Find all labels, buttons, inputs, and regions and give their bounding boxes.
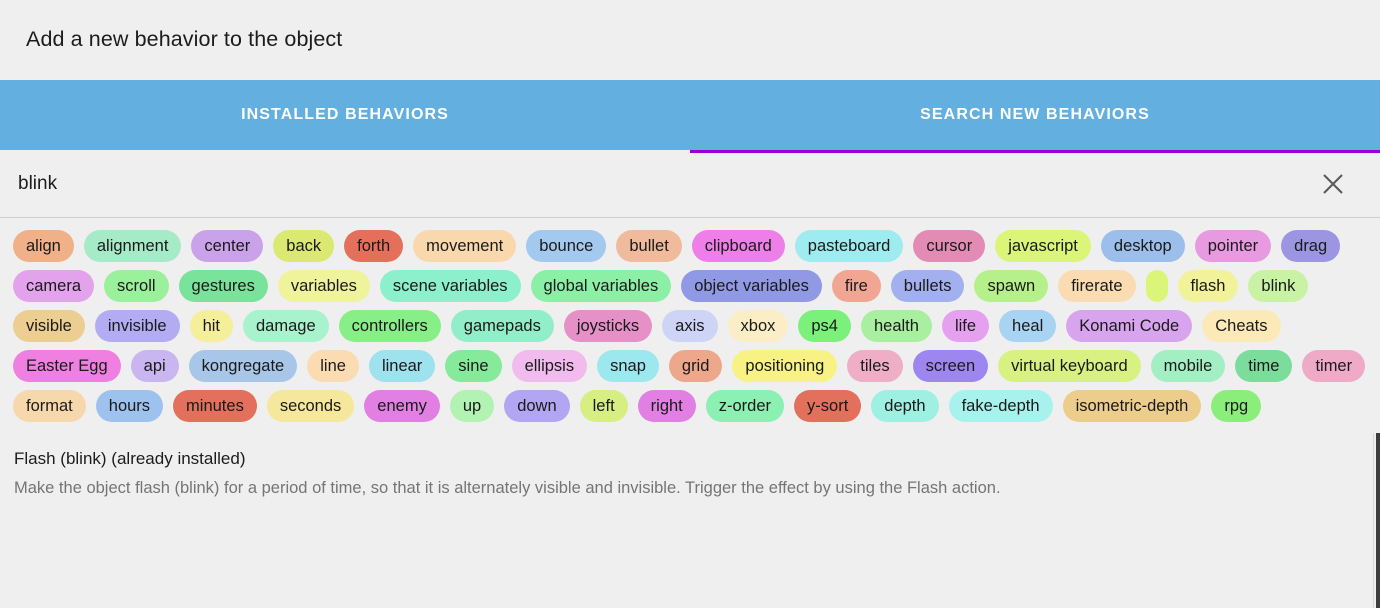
- tag-chip[interactable]: format: [13, 390, 86, 422]
- tag-chip[interactable]: clipboard: [691, 230, 785, 262]
- tag-chip[interactable]: timer: [1302, 350, 1366, 382]
- tag-chip[interactable]: Easter Egg: [13, 350, 121, 382]
- tag-chip[interactable]: y-sort: [794, 390, 862, 422]
- tag-chip[interactable]: bullet: [616, 230, 682, 262]
- tag-chip[interactable]: hours: [95, 390, 164, 422]
- vertical-scrollbar[interactable]: [1373, 433, 1380, 608]
- results-list: Flash (blink) (already installed) Make th…: [0, 426, 1380, 500]
- tag-chip[interactable]: time: [1235, 350, 1293, 382]
- tag-chip[interactable]: ellipsis: [511, 350, 588, 382]
- tag-chip[interactable]: variables: [277, 270, 370, 302]
- tag-chip[interactable]: enemy: [364, 390, 440, 422]
- tag-chip[interactable]: mobile: [1150, 350, 1226, 382]
- tag-cloud: align alignment center back forth movement bou…: [0, 218, 1380, 426]
- close-icon[interactable]: [1316, 167, 1350, 201]
- tag-chip[interactable]: tiles: [847, 350, 903, 382]
- tag-chip[interactable]: line: [307, 350, 359, 382]
- tag-chip[interactable]: screen: [912, 350, 989, 382]
- tag-chip[interactable]: down: [504, 390, 570, 422]
- tag-chip[interactable]: object variables: [681, 270, 822, 302]
- page-title: Add a new behavior to the object: [26, 27, 343, 52]
- tag-chip[interactable]: linear: [368, 350, 436, 382]
- tag-chip[interactable]: gamepads: [450, 310, 554, 342]
- result-item[interactable]: Flash (blink) (already installed) Make th…: [14, 448, 1366, 500]
- tag-chip[interactable]: seconds: [266, 390, 355, 422]
- tag-chip[interactable]: pointer: [1194, 230, 1272, 262]
- tag-chip[interactable]: hit: [189, 310, 233, 342]
- tag-chip[interactable]: scene variables: [379, 270, 521, 302]
- tag-chip[interactable]: firerate: [1058, 270, 1136, 302]
- tag-chip[interactable]: ps4: [798, 310, 851, 342]
- tab-search-new-behaviors[interactable]: SEARCH NEW BEHAVIORS: [690, 80, 1380, 153]
- tag-chip[interactable]: align: [13, 230, 74, 262]
- tag-chip[interactable]: javascript: [995, 230, 1091, 262]
- tag-chip[interactable]: joysticks: [563, 310, 653, 342]
- tag-chip[interactable]: controllers: [338, 310, 441, 342]
- tag-chip[interactable]: back: [273, 230, 335, 262]
- tag-chip[interactable]: axis: [662, 310, 718, 342]
- tab-installed-behaviors[interactable]: INSTALLED BEHAVIORS: [0, 80, 690, 150]
- result-description: Make the object flash (blink) for a peri…: [14, 479, 1001, 498]
- tag-chip[interactable]: kongregate: [188, 350, 298, 382]
- tag-chip[interactable]: snap: [597, 350, 659, 382]
- tag-chip[interactable]: Cheats: [1202, 310, 1281, 342]
- tag-chip[interactable]: depth: [871, 390, 939, 422]
- tag-chip[interactable]: visible: [13, 310, 85, 342]
- tag-chip[interactable]: pasteboard: [794, 230, 904, 262]
- tag-chip[interactable]: isometric-depth: [1062, 390, 1202, 422]
- tag-chip[interactable]: global variables: [530, 270, 672, 302]
- tag-chip[interactable]: bounce: [526, 230, 607, 262]
- tag-chip[interactable]: left: [579, 390, 628, 422]
- tag-chip[interactable]: fake-depth: [948, 390, 1053, 422]
- tag-chip[interactable]: life: [941, 310, 990, 342]
- tag-chip[interactable]: grid: [668, 350, 723, 382]
- tag-chip[interactable]: fire: [831, 270, 881, 302]
- tag-chip[interactable]: xbox: [727, 310, 789, 342]
- dialog-title-bar: Add a new behavior to the object: [0, 0, 1380, 80]
- tag-chip-truncated[interactable]: [1145, 270, 1168, 302]
- tag-chip[interactable]: api: [130, 350, 179, 382]
- tab-installed-behaviors-label: INSTALLED BEHAVIORS: [241, 106, 449, 123]
- tag-chip[interactable]: damage: [243, 310, 329, 342]
- tab-bar: INSTALLED BEHAVIORS SEARCH NEW BEHAVIORS: [0, 80, 1380, 153]
- tag-chip[interactable]: up: [449, 390, 495, 422]
- search-bar: [0, 150, 1380, 218]
- tag-chip[interactable]: invisible: [94, 310, 180, 342]
- tag-chip[interactable]: rpg: [1211, 390, 1262, 422]
- tag-chip[interactable]: positioning: [732, 350, 838, 382]
- tag-chip[interactable]: heal: [999, 310, 1057, 342]
- content-area: align alignment center back forth movement bou…: [0, 218, 1380, 608]
- tag-chip[interactable]: movement: [413, 230, 517, 262]
- tag-chip[interactable]: drag: [1281, 230, 1341, 262]
- tag-chip[interactable]: alignment: [83, 230, 182, 262]
- tag-chip[interactable]: scroll: [104, 270, 169, 302]
- search-input[interactable]: [14, 172, 1316, 195]
- tag-chip[interactable]: bullets: [890, 270, 965, 302]
- tag-chip[interactable]: minutes: [173, 390, 257, 422]
- tag-chip[interactable]: desktop: [1100, 230, 1185, 262]
- tag-chip[interactable]: gestures: [178, 270, 268, 302]
- tag-chip[interactable]: Konami Code: [1066, 310, 1193, 342]
- tag-chip[interactable]: forth: [344, 230, 404, 262]
- tag-chip[interactable]: virtual keyboard: [998, 350, 1141, 382]
- tag-chip[interactable]: blink: [1248, 270, 1309, 302]
- tag-chip[interactable]: camera: [13, 270, 95, 302]
- tab-search-new-behaviors-label: SEARCH NEW BEHAVIORS: [920, 106, 1150, 123]
- tag-chip[interactable]: flash: [1177, 270, 1239, 302]
- tag-chip[interactable]: sine: [445, 350, 502, 382]
- tag-chip[interactable]: cursor: [913, 230, 986, 262]
- result-title: Flash (blink) (already installed): [14, 449, 246, 468]
- tag-chip[interactable]: spawn: [974, 270, 1049, 302]
- tag-chip[interactable]: center: [191, 230, 264, 262]
- tag-chip[interactable]: z-order: [705, 390, 785, 422]
- tag-chip[interactable]: health: [860, 310, 932, 342]
- scrollbar-thumb[interactable]: [1376, 433, 1380, 608]
- tag-chip[interactable]: right: [637, 390, 696, 422]
